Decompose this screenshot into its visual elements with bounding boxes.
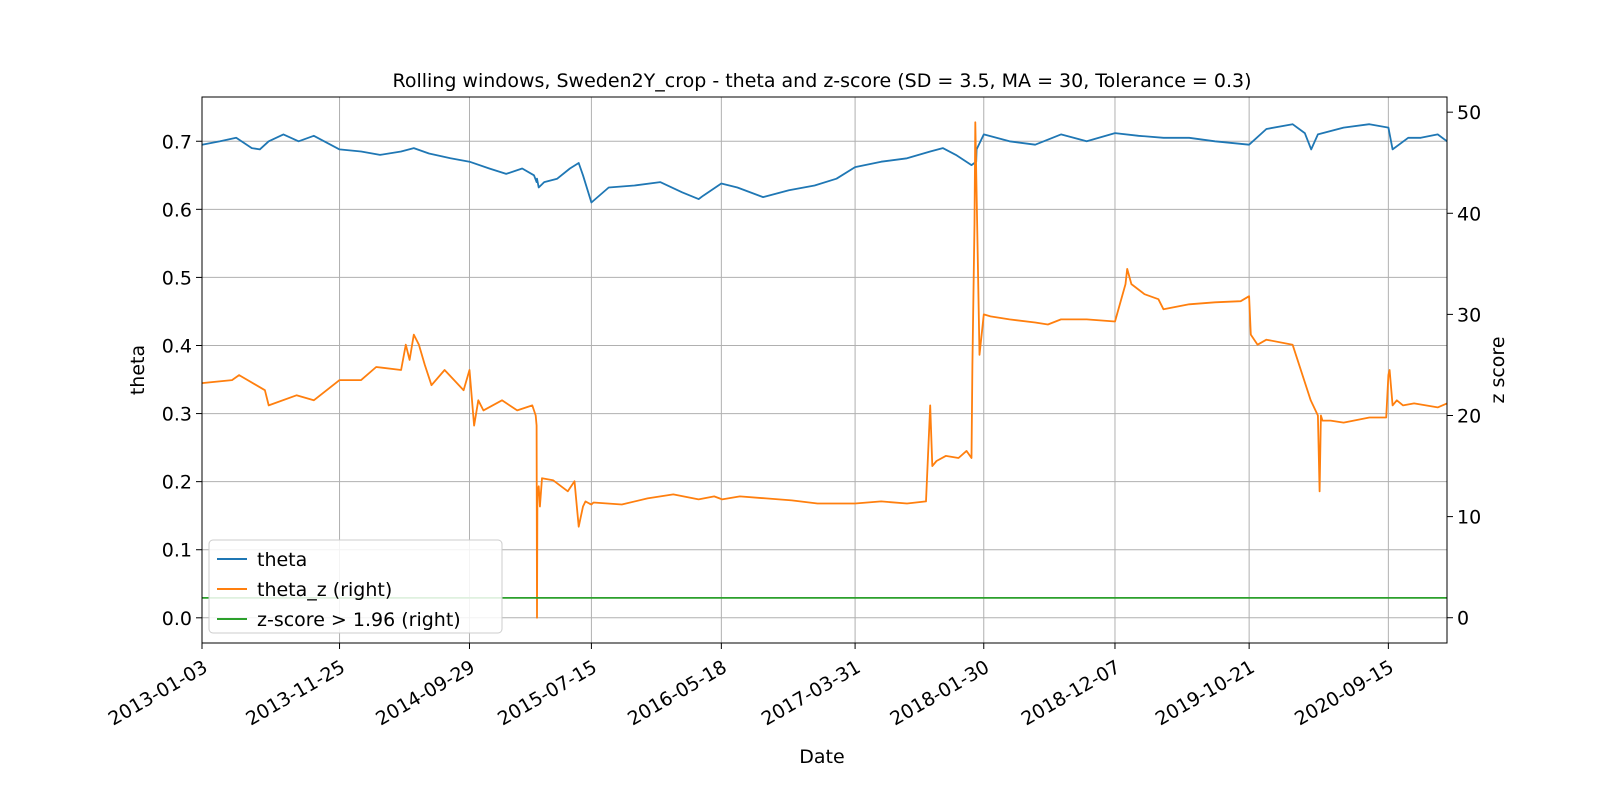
legend-box (208, 539, 503, 634)
legend-label: theta_z (right) (257, 579, 392, 601)
y-axis-label: theta (127, 345, 149, 395)
grid (201, 97, 1447, 643)
series-line-theta (201, 123, 1448, 204)
y-right-tick-label: 0 (1457, 608, 1469, 630)
y-tick-label: 0.2 (162, 472, 192, 494)
y-tick-label: 0.6 (162, 199, 192, 221)
y-right-tick-label: 50 (1457, 102, 1481, 124)
chart-title: Rolling windows, Sweden2Y_crop - theta a… (392, 70, 1251, 92)
y-right-tick-label: 20 (1457, 406, 1481, 428)
y-axis-right-label: z score (1487, 336, 1509, 403)
series-line-theta-z-right (201, 121, 1448, 619)
x-axis-label: Date (799, 746, 844, 768)
legend-label: theta (257, 549, 307, 571)
legend: theta theta_z (right) z-score > 1.96 (righ… (208, 539, 503, 634)
y-right-tick-label: 10 (1457, 507, 1481, 529)
y-tick-label: 0.7 (162, 131, 192, 153)
y-tick-label: 0.0 (162, 608, 192, 630)
legend-label: z-score > 1.96 (right) (257, 609, 461, 631)
plot-frame (201, 96, 1448, 644)
y-right-tick-label: 30 (1457, 304, 1481, 326)
y-tick-label: 0.4 (162, 335, 192, 357)
y-tick-label: 0.5 (162, 267, 192, 289)
y-right-tick-label: 40 (1457, 203, 1481, 225)
y-tick-label: 0.3 (162, 404, 192, 426)
y-tick-label: 0.1 (162, 540, 192, 562)
